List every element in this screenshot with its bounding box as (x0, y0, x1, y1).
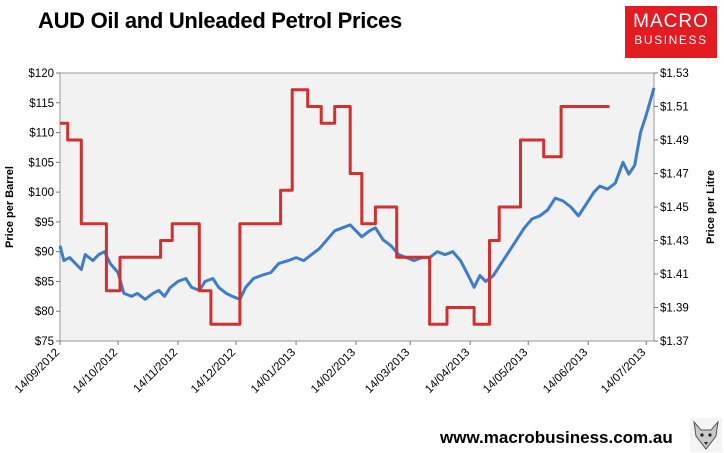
x-tick-label: 14/10/2012 (71, 347, 120, 396)
x-tick-label: 14/07/2013 (599, 347, 648, 396)
x-axis: 14/09/2012 14/10/2012 14/11/2012 14/12/2012… (13, 341, 648, 396)
x-tick-label: 14/03/2013 (363, 347, 412, 396)
right-tick-label: $1.41 (660, 269, 689, 281)
x-tick-label: 14/04/2013 (423, 347, 472, 396)
right-axis: $1.37 $1.39 $1.41 $1.43 $1.45 $1.47 $1.49 $1.51… (654, 68, 689, 348)
left-tick-label: $90 (35, 247, 54, 259)
right-tick-label: $1.39 (660, 303, 689, 315)
x-tick-label: 14/06/2013 (541, 347, 590, 396)
right-tick-label: $1.51 (660, 102, 689, 114)
right-tick-label: $1.49 (660, 135, 689, 147)
petrol-price-line (60, 88, 610, 326)
x-tick-label: 14/02/2013 (309, 347, 358, 396)
left-tick-label: $85 (35, 276, 54, 288)
left-axis-label: Price per Barrel (4, 166, 16, 248)
oil-price-line (58, 87, 656, 301)
right-tick-label: $1.47 (660, 169, 689, 181)
left-tick-label: $100 (28, 187, 54, 199)
fox-mascot-icon (690, 418, 722, 452)
plot-area (59, 72, 655, 342)
left-axis: $75 $80 $85 $90 $95 $100 $105 $110 $115 $120 (28, 68, 60, 348)
x-tick-label: 14/01/2013 (249, 347, 298, 396)
logo-line-1: MACRO (633, 11, 709, 32)
macrobusiness-logo: MACRO BUSINESS (625, 6, 717, 58)
left-tick-label: $110 (29, 128, 54, 140)
left-tick-label: $115 (29, 98, 54, 110)
left-tick-label: $120 (28, 68, 54, 80)
right-tick-label: $1.37 (660, 336, 689, 348)
x-tick-label: 14/12/2012 (189, 347, 238, 396)
x-tick-label: 14/09/2012 (13, 347, 62, 396)
x-tick-label: 14/11/2012 (132, 347, 181, 396)
left-tick-label: $105 (28, 157, 54, 169)
footer-url[interactable]: www.macrobusiness.com.au (440, 428, 673, 447)
left-tick-label: $95 (35, 217, 54, 229)
chart-title: AUD Oil and Unleaded Petrol Prices (38, 8, 402, 33)
left-tick-label: $75 (35, 336, 54, 348)
right-tick-label: $1.45 (660, 202, 689, 214)
left-tick-label: $80 (35, 306, 54, 318)
right-tick-label: $1.43 (660, 236, 689, 248)
logo-line-2: BUSINESS (634, 33, 708, 47)
right-tick-label: $1.53 (660, 68, 689, 80)
series-lines (58, 87, 656, 326)
x-tick-label: 14/05/2013 (481, 347, 530, 396)
right-axis-label: Price per Litre (705, 170, 717, 244)
